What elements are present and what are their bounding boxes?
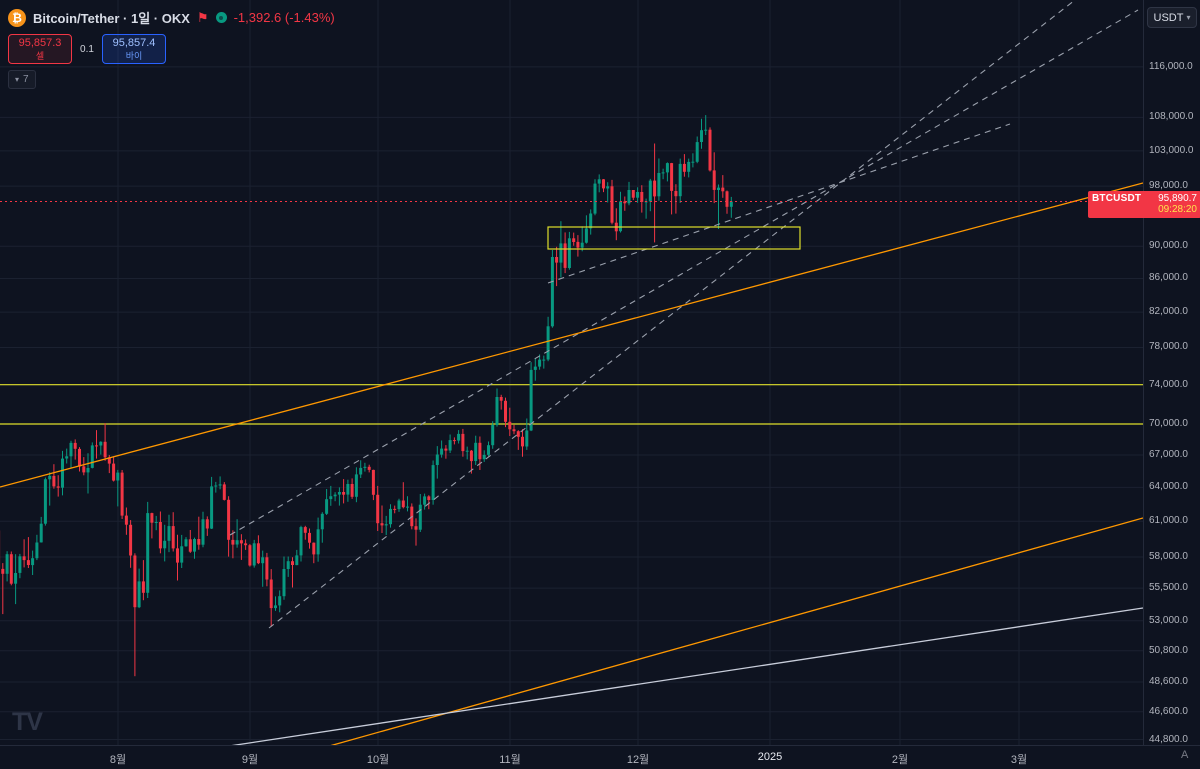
orange-trendline-2[interactable]: [308, 517, 1143, 745]
time-axis[interactable]: 8월 9월 10월 11월 12월 2025 2월 3월: [0, 745, 1200, 769]
consolidation-box[interactable]: [547, 226, 801, 250]
spread-value: 0.1: [80, 43, 94, 55]
price-tick-label: 103,000.0: [1149, 145, 1194, 156]
price-tick-label: 116,000.0: [1149, 61, 1193, 72]
price-tick-label: 90,000.0: [1149, 240, 1188, 251]
dashed-trendline-2[interactable]: [268, 0, 1076, 629]
badge-symbol: BTCUSDT: [1092, 192, 1142, 204]
price-tick-label: 50,800.0: [1149, 645, 1188, 656]
tradingview-watermark: TV: [12, 708, 43, 736]
price-tick-label: 53,000.0: [1149, 615, 1188, 626]
price-tick-label: 82,000.0: [1149, 306, 1188, 317]
symbol-legend: ₿ Bitcoin/Tether · 1일 · OKX ⚑ -1,392.6 (…: [8, 8, 335, 27]
time-tick-label: 2월: [891, 754, 909, 766]
last-price-badge: BTCUSDT 95,890.7 09:28:20: [1088, 191, 1200, 218]
time-tick-label: 9월: [241, 754, 259, 766]
time-tick-label: 10월: [366, 754, 390, 766]
chevron-down-icon: ▾: [1186, 13, 1191, 22]
bar-countdown: 09:28:20: [1158, 204, 1197, 215]
badge-price: 95,890.7: [1158, 192, 1197, 204]
buy-button[interactable]: 95,857.4 바이: [102, 34, 166, 64]
price-tick-label: 61,000.0: [1149, 515, 1188, 526]
time-tick-label: 8월: [109, 754, 127, 766]
chart-pane[interactable]: [0, 0, 1143, 745]
price-tick-label: 78,000.0: [1149, 341, 1188, 352]
price-tick-label: 67,000.0: [1149, 449, 1188, 460]
price-change: -1,392.6 (-1.43%): [233, 10, 335, 25]
price-tick-label: 48,600.0: [1149, 676, 1188, 687]
price-tick-label: 58,000.0: [1149, 551, 1188, 562]
dashed-trendline-3[interactable]: [547, 123, 1011, 284]
price-tick-label: 86,000.0: [1149, 272, 1188, 283]
price-tick-label: 55,500.0: [1149, 582, 1188, 593]
time-tick-label: 12월: [626, 754, 650, 766]
time-tick-label: 11월: [499, 754, 521, 766]
price-tick-label: 98,000.0: [1149, 180, 1188, 191]
symbol-title[interactable]: Bitcoin/Tether · 1일 · OKX: [33, 11, 190, 26]
price-tick-label: 70,000.0: [1149, 418, 1188, 429]
price-tick-label: 46,600.0: [1149, 706, 1188, 717]
time-tick-label: 3월: [1010, 754, 1028, 766]
price-tick-label: 108,000.0: [1149, 111, 1194, 122]
sell-button[interactable]: 95,857.3 셀: [8, 34, 72, 64]
trade-buttons: 95,857.3 셀 0.1 95,857.4 바이: [8, 34, 166, 64]
price-tick-label: 74,000.0: [1149, 379, 1188, 390]
market-status-icon[interactable]: [215, 12, 227, 23]
candlestick-series: [0, 115, 733, 677]
indicators-collapse-button[interactable]: ▾ 7: [8, 70, 36, 89]
sell-label: 셀: [35, 50, 45, 61]
grid: [0, 0, 1143, 745]
price-tick-label: 64,000.0: [1149, 481, 1188, 492]
chevron-down-icon: ▾: [15, 75, 20, 84]
currency-label: USDT: [1153, 11, 1184, 24]
buy-price: 95,857.4: [112, 36, 156, 49]
hidden-indicators-count: 7: [23, 74, 29, 85]
dashed-trendline-1[interactable]: [229, 9, 1139, 536]
orange-trendline-1[interactable]: [0, 182, 1143, 488]
currency-selector[interactable]: USDT ▾: [1147, 7, 1197, 28]
price-tick-label: 44,800.0: [1149, 734, 1188, 745]
buy-label: 바이: [125, 50, 143, 61]
sell-price: 95,857.3: [18, 36, 62, 49]
auto-scale-indicator[interactable]: A: [1181, 749, 1189, 761]
white-trendline-1[interactable]: [183, 607, 1143, 745]
bitcoin-icon: ₿: [8, 8, 26, 27]
price-axis[interactable]: USDT ▾ 116,000.0 108,000.0 103,000.0 98,000…: [1088, 0, 1200, 745]
time-tick-label: 2025: [757, 751, 783, 763]
flag-icon[interactable]: ⚑: [196, 10, 209, 25]
